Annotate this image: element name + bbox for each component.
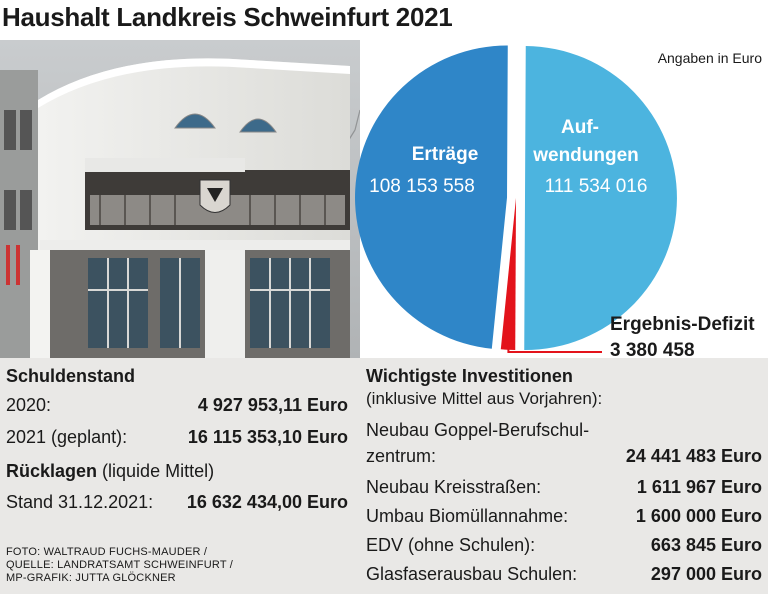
slice-label: Erträge	[412, 144, 479, 165]
row-label: Neubau Goppel-Berufschul-	[366, 420, 590, 440]
row-value: 4 927 953,11 Euro	[197, 395, 348, 415]
ruecklagen-heading: Rücklagen (liquide Mittel)	[6, 461, 348, 482]
row-label: Stand 31.12.2021:	[6, 492, 154, 512]
unit-note: Angaben in Euro	[657, 50, 762, 66]
pie-slice-defizit	[500, 198, 516, 350]
ruecklagen-row: Stand 31.12.2021: 16 632 434,00 Euro	[6, 488, 348, 516]
investitionen-subheading: (inklusive Mittel aus Vorjahren):	[366, 389, 603, 408]
slice-label: wendungen	[532, 145, 639, 166]
credits: FOTO: WALTRAUD FUCHS-MAUDER / QUELLE: LA…	[6, 546, 233, 585]
ruecklagen-heading-note: (liquide Mittel)	[102, 461, 215, 481]
row-label: Neubau Kreisstraßen:	[366, 477, 542, 497]
investition-row: EDV (ohne Schulen): 663 845 Euro	[366, 531, 762, 559]
row-label: Glasfaserausbau Schulen:	[366, 564, 578, 584]
schuldenstand-heading: Schuldenstand	[6, 366, 136, 386]
page-title: Haushalt Landkreis Schweinfurt 2021	[2, 2, 453, 32]
investition-row: Glasfaserausbau Schulen: 297 000 Euro	[366, 560, 762, 588]
slice-value: 3 380 458	[610, 340, 695, 361]
investition-row: Neubau Kreisstraßen: 1 611 967 Euro	[366, 473, 762, 501]
credit-line: MP-GRAFIK: JUTTA GLÖCKNER	[6, 572, 176, 584]
credit-line: QUELLE: LANDRATSAMT SCHWEINFURT /	[6, 559, 234, 571]
row-value: 24 441 483 Euro	[625, 446, 762, 466]
row-value: 663 845 Euro	[650, 535, 762, 555]
slice-value: 108 153 558	[369, 176, 475, 197]
investitionen-heading: Wichtigste Investitionen	[366, 366, 573, 386]
row-value: 297 000 Euro	[650, 564, 762, 584]
row-value: 16 115 353,10 Euro	[187, 427, 348, 447]
schuldenstand-row: 2020: 4 927 953,11 Euro	[6, 391, 348, 419]
pie-slice-aufwendungen	[524, 46, 677, 351]
row-label: 2021 (geplant):	[6, 427, 128, 447]
row-label: Umbau Biomüllannahme:	[366, 506, 569, 526]
row-label: zentrum:	[366, 446, 437, 466]
credit-line: FOTO: WALTRAUD FUCHS-MAUDER /	[6, 546, 208, 558]
row-value: 16 632 434,00 Euro	[186, 492, 348, 512]
investition-row: zentrum: 24 441 483 Euro	[366, 443, 762, 469]
row-label: 2020:	[6, 395, 52, 415]
row-label: EDV (ohne Schulen):	[366, 535, 536, 555]
slice-label: Auf-	[561, 117, 599, 138]
info-panel: Schuldenstand 2020: 4 927 953,11 Euro 20…	[0, 358, 768, 594]
left-column: Schuldenstand 2020: 4 927 953,11 Euro 20…	[6, 366, 348, 516]
slice-value: 111 534 016	[545, 176, 648, 197]
building-photo	[0, 40, 360, 358]
schuldenstand-row: 2021 (geplant): 16 115 353,10 Euro	[6, 423, 348, 451]
investition-row: Neubau Goppel-Berufschul-	[366, 417, 762, 443]
pie-slice-ertraege	[355, 45, 508, 349]
row-value: 1 611 967 Euro	[636, 477, 762, 497]
pie-chart: Erträge 108 153 558 Auf-wendungen 111 534 0…	[355, 45, 755, 361]
slice-label: Ergebnis-Defizit	[610, 314, 755, 335]
row-value: 1 600 000 Euro	[635, 506, 762, 526]
defizit-leader-line	[507, 342, 602, 353]
right-column: Wichtigste Investitionen (inklusive Mitt…	[366, 366, 762, 588]
ruecklagen-heading-text: Rücklagen	[6, 461, 98, 481]
investition-row: Umbau Biomüllannahme: 1 600 000 Euro	[366, 502, 762, 530]
